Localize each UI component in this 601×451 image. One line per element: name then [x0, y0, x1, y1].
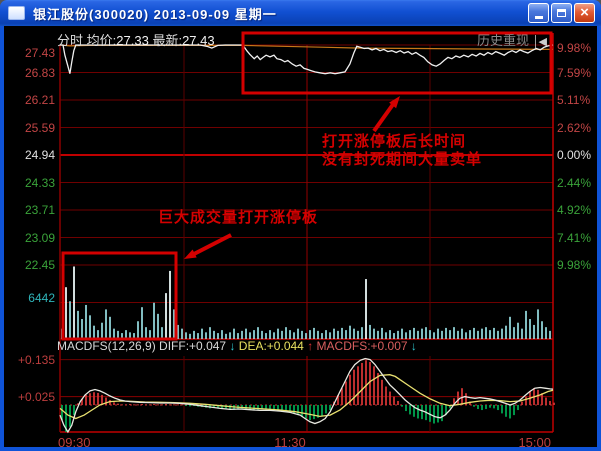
price-tick-label: 22.45	[24, 258, 55, 272]
price-tick-label: 26.83	[24, 65, 55, 80]
window-title: 银江股份(300020) 2013-09-09 星期一	[33, 6, 277, 22]
dea-up-arrow-icon: ↑	[307, 339, 314, 353]
intraday-chart-surface[interactable]	[4, 26, 597, 447]
time-tick-label: 15:00	[518, 435, 551, 447]
close-button[interactable]: ×	[574, 3, 595, 23]
percent-tick-label: 7.41%	[557, 230, 592, 245]
macd-tick-label: +0.135	[17, 353, 55, 367]
annotation-box-limit-open	[241, 31, 553, 95]
last-price-label: 最新:	[152, 33, 183, 48]
time-tick-label: 09:30	[58, 435, 91, 447]
last-price-value: 27.43	[182, 33, 215, 48]
rewind-to-start-icon[interactable]: │◀	[532, 36, 547, 48]
avg-price-label: 均价:	[86, 33, 117, 48]
macd-down-arrow-icon: ↓	[410, 339, 417, 353]
percent-tick-label: 5.11%	[557, 93, 591, 107]
dea-label: DEA:	[238, 339, 267, 353]
percent-tick-label: 9.98%	[557, 258, 592, 272]
annotation-arrow-down	[191, 233, 232, 257]
minimize-button[interactable]	[528, 3, 549, 23]
price-tick-label: 27.43	[24, 46, 55, 60]
history-replay-button[interactable]: 历史重现 │◀	[477, 30, 547, 49]
annotation-box-volume	[61, 251, 178, 341]
maximize-icon	[557, 9, 566, 17]
minimize-icon	[534, 16, 543, 19]
macd-value: +0.007	[370, 339, 408, 353]
chart-content: 分时 均价:27.33 最新:27.43 历史重现 │◀ 27.43 26.83 2…	[4, 26, 597, 447]
percent-tick-label: 2.44%	[557, 175, 592, 190]
price-tick-label: 23.71	[24, 203, 55, 217]
annotation-arrow-up	[372, 101, 396, 133]
diff-label: DIFF:	[159, 339, 190, 353]
macd-indicator-row: MACDFS(12,26,9) DIFF:+0.047 ↓ DEA:+0.044…	[57, 339, 417, 353]
annotation-shapes	[61, 31, 553, 341]
percent-tick-label: 4.92%	[557, 203, 592, 217]
history-replay-label: 历史重现	[477, 33, 530, 48]
diff-value: +0.047	[189, 339, 227, 353]
mode-label: 分时	[57, 33, 84, 48]
percent-tick-label: 9.98%	[557, 41, 592, 55]
price-line	[60, 44, 554, 75]
price-tick-label: 24.33	[24, 175, 55, 190]
price-tick-label: 26.21	[24, 93, 55, 107]
price-tick-label: 23.09	[24, 230, 55, 245]
dea-value: +0.044	[266, 339, 304, 353]
volume-axis-label: 6442	[28, 291, 55, 305]
price-tick-label: 24.94	[24, 148, 55, 162]
maximize-button[interactable]	[551, 3, 572, 23]
chart-header: 分时 均价:27.33 最新:27.43	[57, 30, 215, 49]
annotation-text-limit-open-1: 打开涨停板后长时间	[322, 133, 467, 150]
title-bar[interactable]: 银江股份(300020) 2013-09-09 星期一 ×	[0, 0, 601, 26]
indicator-name: MACDFS(12,26,9)	[57, 339, 156, 353]
macd-tick-label: +0.025	[17, 390, 55, 404]
macd-label: MACDFS:	[316, 339, 371, 353]
diff-down-arrow-icon: ↓	[229, 339, 236, 353]
avg-price-value: 27.33	[116, 33, 149, 48]
time-tick-label: 11:30	[274, 435, 306, 447]
annotation-text-limit-open-2: 没有封死期间大量卖单	[322, 151, 483, 168]
percent-tick-label: 2.62%	[557, 120, 592, 135]
percent-tick-label: 7.59%	[557, 65, 592, 80]
annotation-text-volume: 巨大成交量打开涨停板	[158, 209, 319, 226]
app-icon[interactable]	[8, 6, 25, 20]
diff-line	[59, 357, 554, 434]
close-icon: ×	[580, 4, 589, 21]
price-tick-label: 25.59	[24, 120, 55, 135]
percent-tick-label: 0.00%	[557, 148, 592, 162]
